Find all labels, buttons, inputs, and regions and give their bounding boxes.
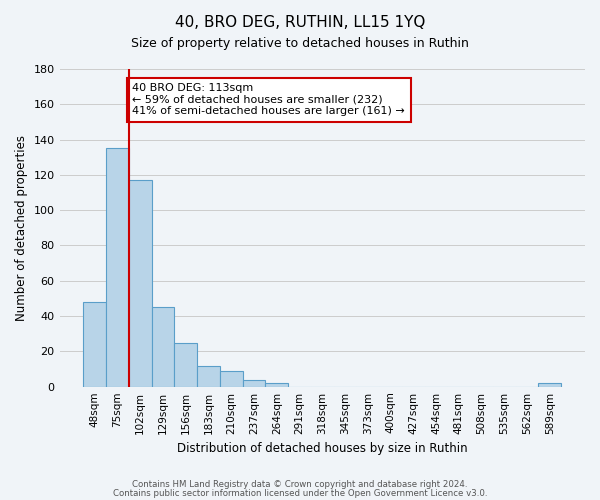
Bar (106, 148, 129, 386)
Text: Size of property relative to detached houses in Ruthin: Size of property relative to detached ho… (131, 38, 469, 51)
Bar (175, 342, 197, 386)
Text: 40 BRO DEG: 113sqm
← 59% of detached houses are smaller (232)
41% of semi-detach: 40 BRO DEG: 113sqm ← 59% of detached hou… (133, 83, 405, 116)
Bar (83, 302, 106, 386)
Bar (265, 383, 288, 386)
Bar (538, 383, 561, 386)
Text: Contains HM Land Registry data © Crown copyright and database right 2024.: Contains HM Land Registry data © Crown c… (132, 480, 468, 489)
Bar (242, 380, 265, 386)
Bar (220, 371, 242, 386)
Y-axis label: Number of detached properties: Number of detached properties (15, 135, 28, 321)
Bar (152, 308, 175, 386)
X-axis label: Distribution of detached houses by size in Ruthin: Distribution of detached houses by size … (177, 442, 467, 455)
Bar (129, 180, 152, 386)
Text: 40, BRO DEG, RUTHIN, LL15 1YQ: 40, BRO DEG, RUTHIN, LL15 1YQ (175, 15, 425, 30)
Bar (197, 366, 220, 386)
Text: Contains public sector information licensed under the Open Government Licence v3: Contains public sector information licen… (113, 490, 487, 498)
